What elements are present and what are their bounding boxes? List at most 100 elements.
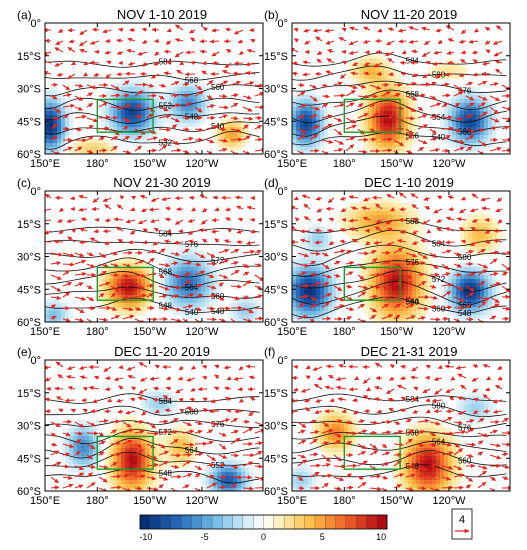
wind-vector [441, 485, 454, 490]
wind-vector [426, 229, 432, 234]
wind-vector [182, 484, 190, 489]
wind-vector [300, 388, 311, 393]
wind-vector [357, 103, 364, 108]
wind-vector [254, 464, 263, 469]
y-tick-label: 0° [277, 355, 288, 367]
wind-vector [386, 194, 395, 199]
wind-vector [230, 453, 239, 458]
wind-vector [218, 248, 230, 254]
colorbar-segment [232, 514, 244, 530]
wind-vector [218, 318, 227, 322]
wind-vector [86, 263, 96, 268]
wind-vector [146, 421, 156, 429]
wind-vector [333, 285, 343, 292]
wind-vector [116, 50, 124, 55]
wind-vector [405, 95, 418, 101]
wind-vector [422, 388, 431, 394]
wind-vector [131, 195, 137, 200]
contour-label: 564 [432, 113, 446, 122]
wind-vector [98, 487, 108, 491]
wind-vector [441, 115, 453, 120]
wind-vector [74, 317, 84, 322]
wind-vector [242, 486, 254, 491]
wind-vector [393, 117, 405, 122]
wind-vector [309, 95, 318, 102]
wind-vector [405, 274, 412, 279]
contour-label: 576 [458, 424, 472, 433]
wind-vector [321, 103, 328, 108]
wind-vector [297, 302, 305, 309]
wind-vector [115, 226, 124, 232]
wind-vector [146, 272, 157, 277]
wind-vector [233, 376, 244, 382]
wind-vector [333, 128, 343, 136]
wind-vector [122, 487, 132, 491]
wind-vector [482, 363, 491, 369]
wind-vector [225, 207, 232, 212]
wind-vector [182, 459, 191, 467]
wind-vector [417, 252, 428, 260]
wind-vector [188, 239, 196, 244]
wind-vector [98, 465, 109, 470]
wind-vector [230, 128, 242, 133]
wind-vector [165, 386, 172, 391]
wind-vector [405, 252, 418, 258]
wind-vector [57, 374, 64, 379]
wind-vector [338, 36, 347, 42]
wind-vector [362, 39, 371, 44]
wind-vector [134, 429, 145, 435]
wind-vector [86, 117, 99, 123]
wind-vector [82, 408, 88, 413]
wind-vector [411, 203, 419, 210]
wind-vector [327, 49, 335, 54]
wind-vector [86, 135, 94, 141]
reference-vector: 4 [451, 508, 473, 540]
wind-vector [429, 95, 437, 100]
wind-vector [230, 296, 240, 301]
wind-vector [230, 150, 240, 154]
wind-vector [324, 28, 335, 33]
wind-vector [102, 29, 112, 34]
wind-vector [339, 196, 347, 201]
wind-vector [50, 252, 63, 257]
wind-vector [340, 73, 347, 79]
x-tick-label: 150°E [277, 158, 307, 170]
wind-vector [369, 314, 376, 320]
wind-vector [166, 28, 172, 33]
wind-vector [495, 208, 503, 213]
contour-label: 540 [432, 133, 446, 142]
x-tick-label: 150°W [380, 158, 414, 170]
wind-vector [386, 241, 395, 247]
wind-vector [297, 294, 309, 299]
y-tick-label: 15°S [264, 388, 288, 400]
wind-vector [316, 208, 323, 213]
wind-vector [93, 72, 100, 77]
contour-line [45, 130, 260, 150]
contour-line [45, 393, 260, 404]
contour-label: 568 [458, 301, 472, 310]
wind-vector [350, 71, 359, 76]
wind-vector [445, 25, 455, 31]
wind-vector [148, 207, 160, 212]
wind-vector [405, 295, 413, 300]
wind-vector [465, 285, 475, 292]
y-tick-label: 60°S [264, 149, 288, 161]
wind-vector [113, 217, 124, 222]
wind-vector [146, 136, 158, 141]
wind-vector [254, 249, 262, 254]
wind-vector [110, 315, 121, 320]
wind-vector [333, 139, 344, 145]
wind-vector [86, 252, 94, 257]
wind-vector [373, 240, 383, 245]
wind-vector [122, 80, 130, 86]
wind-vector [125, 410, 136, 415]
wind-vector [400, 364, 407, 369]
wind-vector [182, 304, 194, 309]
wind-vector [182, 248, 190, 254]
wind-vector [116, 204, 124, 210]
wind-vector [146, 292, 154, 298]
wind-vector [326, 364, 335, 369]
wind-vector [465, 146, 473, 152]
wind-vector [387, 57, 395, 64]
wind-vector [110, 461, 118, 467]
